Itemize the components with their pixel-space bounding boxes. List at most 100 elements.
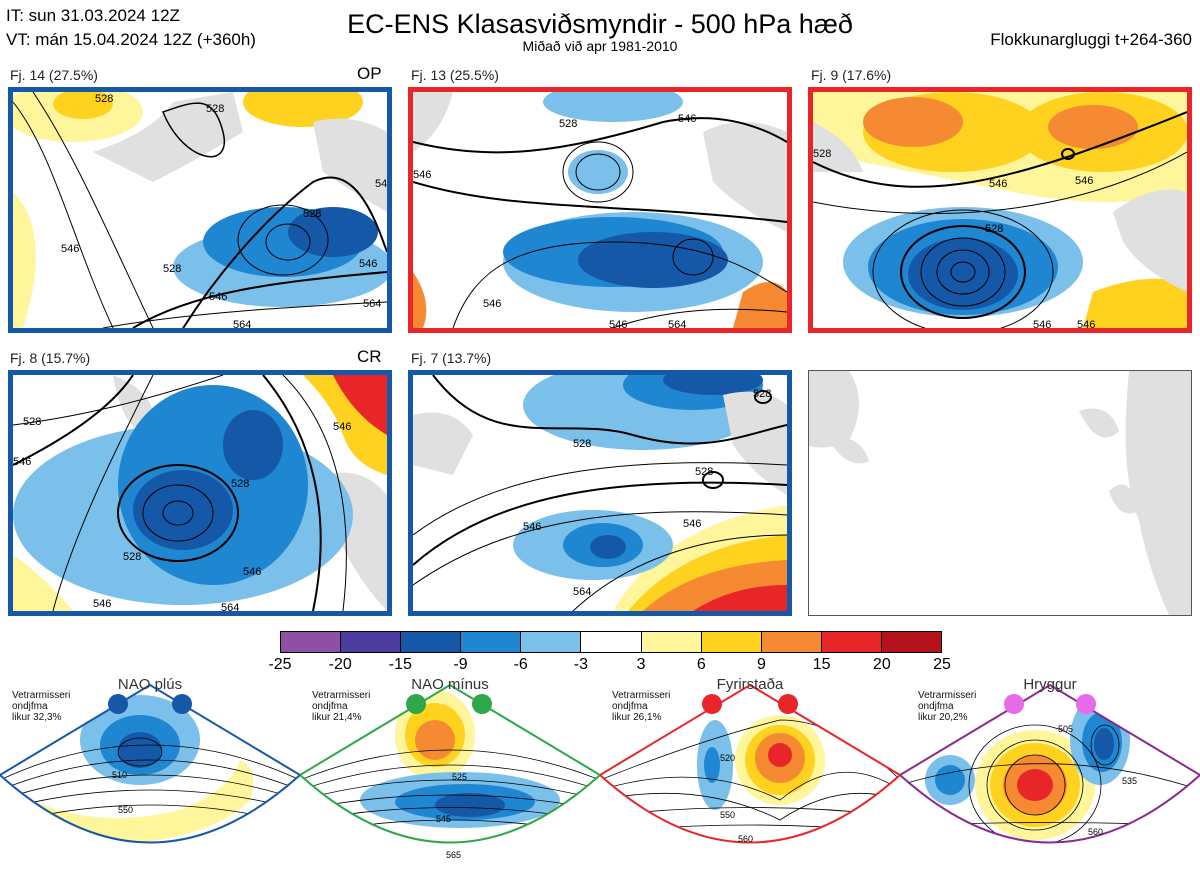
panel-1-label: Fj. 14 (27.5%) xyxy=(10,67,98,83)
contour-label: 528 xyxy=(985,223,1003,235)
regime-nao-minus-map: 525 545 565 xyxy=(298,683,602,860)
contour-label: 546 xyxy=(413,169,431,181)
regime-dot xyxy=(108,694,128,714)
contour-label: 546 xyxy=(1077,319,1095,328)
colorbar-cell xyxy=(761,632,822,652)
reference-map-figure xyxy=(809,371,1191,615)
contour-label: 564 xyxy=(221,602,239,611)
regime-title: NAO plús xyxy=(117,676,183,693)
contour-label: 546 xyxy=(678,113,696,125)
contour-label: 528 xyxy=(23,416,41,428)
regime-dot xyxy=(702,694,722,714)
contour-label: 525 xyxy=(452,772,467,782)
regime-dot xyxy=(406,694,426,714)
contour-label: 528 xyxy=(559,118,577,130)
regime-ridge-map: 505 535 560 xyxy=(898,683,1200,844)
colorbar-tick-label: 6 xyxy=(696,656,706,673)
contour-label: 505 xyxy=(1058,724,1073,734)
contour-label: 546 xyxy=(209,291,227,303)
contour-label: 528 xyxy=(123,551,141,563)
contour-label: 528 xyxy=(813,148,831,160)
cluster-map-3-figure: 528 546 528 546 546 546 xyxy=(813,92,1187,328)
contour-label: 528 xyxy=(753,388,771,400)
colorbar-tick-label: 15 xyxy=(812,656,831,673)
contour-label: 564 xyxy=(233,319,251,328)
contour-label: 546 xyxy=(523,521,541,533)
contour-label: 528 xyxy=(573,438,591,450)
contour-label: 546 xyxy=(483,298,501,310)
regime-probability: Vetrarmisseri ondjfma likur 32,3% xyxy=(12,690,71,723)
panel-5-label: Fj. 7 (13.7%) xyxy=(411,350,492,366)
contour-label: 565 xyxy=(446,850,461,860)
contour-label: 560 xyxy=(738,834,753,844)
panel-4-tag: CR xyxy=(357,347,382,366)
colorbar-cell xyxy=(341,632,402,652)
regime-nao-minus[interactable]: 525 545 565 NAO mínus Vetrarmisseri ondj… xyxy=(298,676,602,870)
regime-nao-plus[interactable]: 510 550 NAO plús Vetrarmisseri ondjfma l… xyxy=(0,676,302,870)
regime-title: Hryggur xyxy=(1023,676,1077,693)
contour-label: 546 xyxy=(333,421,351,433)
regime-blocking-map: 520 550 560 xyxy=(598,683,902,844)
contour-label: 546 xyxy=(61,243,79,255)
regime-nao-plus-map: 510 550 xyxy=(0,683,302,844)
regime-probability: Vetrarmisseri ondjfma likur 20,2% xyxy=(918,690,977,723)
contour-label: 528 xyxy=(206,103,224,115)
colorbar-cell xyxy=(701,632,762,652)
regime-title: NAO mínus xyxy=(411,676,489,693)
cluster-map-4-figure: 528 528 528 546 546 546 546 564 xyxy=(13,375,387,611)
panel-1-tag: OP xyxy=(357,64,382,83)
cluster-map-5[interactable]: 528 528 528 546 546 564 xyxy=(408,370,792,616)
contour-label: 520 xyxy=(720,753,735,763)
contour-label: 564 xyxy=(363,298,381,310)
contour-label: 546 xyxy=(375,178,387,190)
colorbar-tick-label: -25 xyxy=(268,656,292,673)
contour-label: 528 xyxy=(231,478,249,490)
regime-dot xyxy=(778,694,798,714)
panel-4-label: Fj. 8 (15.7%) xyxy=(10,350,91,366)
cluster-map-5-figure: 528 528 528 546 546 564 xyxy=(413,375,787,611)
regime-dot xyxy=(172,694,192,714)
cluster-map-1[interactable]: 528 528 528 546 546 564 528 546 546 564 xyxy=(8,87,392,333)
initial-time: IT: sun 31.03.2024 12Z xyxy=(6,6,180,25)
colorbar-cell xyxy=(281,632,342,652)
cluster-map-2-figure: 528 546 546 546 546 564 xyxy=(413,92,787,328)
contour-label: 546 xyxy=(1075,175,1093,187)
clustering-window: Flokkunargluggi t+264-360 xyxy=(990,30,1192,49)
colorbar-cell xyxy=(581,632,642,652)
contour-label: 546 xyxy=(683,518,701,530)
colorbar xyxy=(280,631,942,653)
colorbar-tick-label: 20 xyxy=(872,656,891,673)
cluster-map-3[interactable]: 528 546 528 546 546 546 xyxy=(808,87,1192,333)
regime-probability: Vetrarmisseri ondjfma likur 21,4% xyxy=(312,690,371,723)
colorbar-cell xyxy=(461,632,522,652)
page-subtitle: Miðað við apr 1981-2010 xyxy=(522,38,678,54)
contour-label: 546 xyxy=(93,598,111,610)
regime-blocking[interactable]: 520 550 560 Fyrirstaða Vetrarmisseri ond… xyxy=(598,676,902,870)
regime-dot xyxy=(472,694,492,714)
cluster-map-1-figure: 528 528 528 546 546 564 528 546 546 564 xyxy=(13,92,387,328)
colorbar-tick-label: 3 xyxy=(636,656,646,673)
contour-label: 528 xyxy=(303,208,321,220)
contour-label: 528 xyxy=(163,263,181,275)
colorbar-cell xyxy=(821,632,882,652)
colorbar-tick-label: 25 xyxy=(933,656,951,673)
colorbar-tick-label: -15 xyxy=(388,656,412,673)
colorbar-cell xyxy=(881,632,942,652)
colorbar-tick-label: -6 xyxy=(513,656,528,673)
contour-label: 528 xyxy=(95,93,113,105)
contour-label: 550 xyxy=(118,805,133,815)
colorbar-tick-label: -3 xyxy=(573,656,589,673)
contour-label: 564 xyxy=(668,319,686,328)
contour-label: 546 xyxy=(243,566,261,578)
panel-3-label: Fj. 9 (17.6%) xyxy=(811,67,892,83)
cluster-map-4[interactable]: 528 528 528 546 546 546 546 564 xyxy=(8,370,392,616)
colorbar-tick-label: 9 xyxy=(757,656,766,673)
contour-label: 528 xyxy=(695,466,713,478)
contour-label: 546 xyxy=(609,319,627,328)
contour-label: 510 xyxy=(112,770,127,780)
regime-dot xyxy=(1004,694,1024,714)
colorbar-cell xyxy=(641,632,702,652)
cluster-map-2[interactable]: 528 546 546 546 546 564 xyxy=(408,87,792,333)
colorbar-cell xyxy=(521,632,582,652)
regime-ridge[interactable]: 505 535 560 Hryggur Vetrarmisseri ondjfm… xyxy=(898,676,1200,870)
